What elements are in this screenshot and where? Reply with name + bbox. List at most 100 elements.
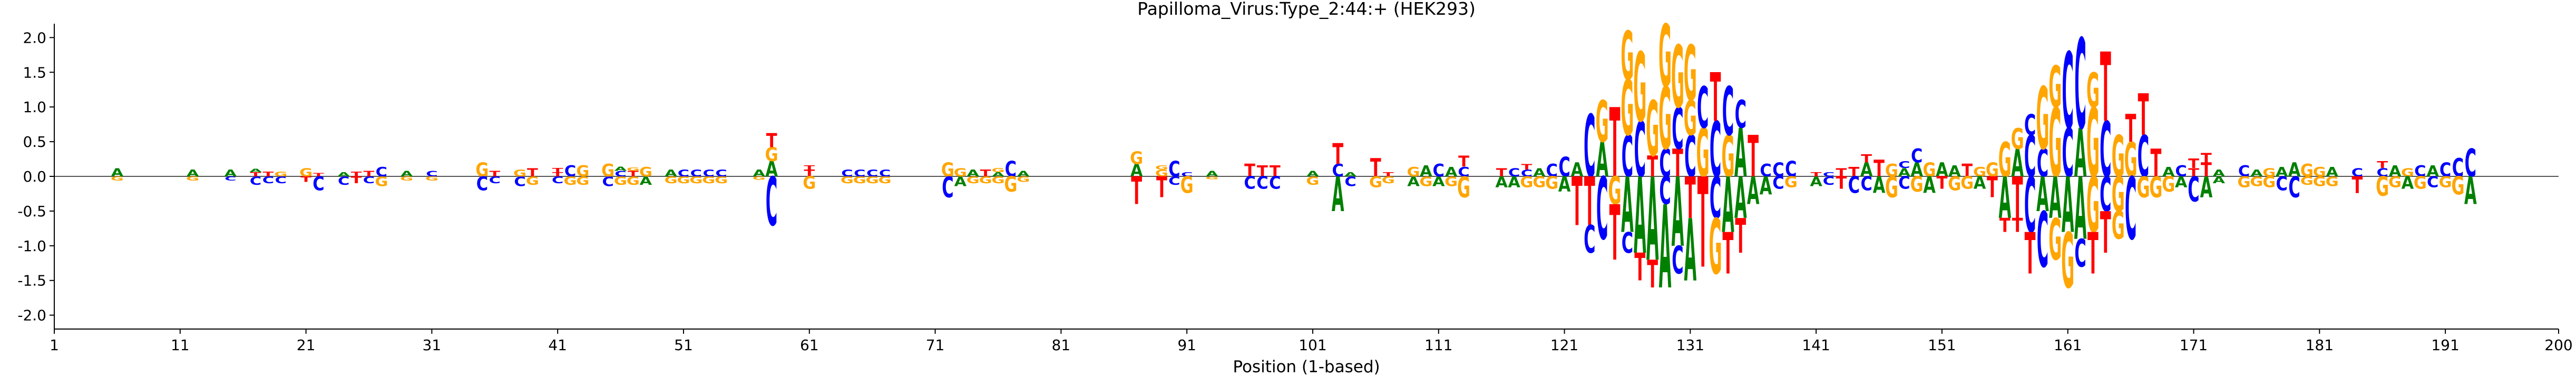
logo-glyph: G	[1998, 132, 2012, 188]
logo-glyph: G	[689, 175, 702, 186]
logo-letter-C: C	[262, 175, 274, 186]
logo-letter-C: C	[1269, 174, 1281, 193]
logo-letter-T: T	[1811, 172, 1822, 178]
logo-letter-C: C	[1823, 172, 1835, 178]
y-tick-label: 0.5	[23, 133, 46, 151]
logo-letter-G: G	[1205, 176, 1218, 180]
logo-letter-G: G	[1155, 164, 1168, 171]
logo-glyph: C	[942, 171, 953, 204]
logo-letter-G: G	[991, 167, 1004, 174]
logo-letter-T: T	[1937, 174, 1948, 193]
logo-glyph: G	[879, 175, 892, 186]
logo-glyph: C	[715, 167, 727, 178]
logo-letter-A: A	[1910, 159, 1923, 181]
logo-letter-A: A	[187, 167, 199, 178]
logo-glyph: C	[866, 167, 878, 178]
logo-letter-T: T	[804, 167, 815, 178]
logo-letter-T: T	[1244, 161, 1255, 181]
logo-glyph: T	[804, 164, 815, 171]
logo-letter-T: T	[1647, 151, 1658, 184]
logo-glyph: C	[426, 170, 437, 178]
logo-letter-G: G	[1696, 115, 1710, 192]
y-tick-label: -1.0	[17, 237, 46, 255]
logo-letter-A: A	[1533, 166, 1546, 179]
logo-glyph: A	[111, 166, 124, 179]
logo-letter-G: G	[526, 174, 539, 187]
logo-letter-G: G	[1910, 173, 1924, 197]
logo-letter-T: T	[1647, 253, 1658, 297]
logo-letter-A: A	[665, 167, 677, 178]
logo-glyph: C	[1823, 174, 1835, 187]
logo-letter-G: G	[2036, 69, 2049, 169]
logo-glyph: G	[1017, 175, 1030, 184]
logo-glyph: T	[489, 170, 501, 178]
logo-letter-C: C	[1760, 161, 1771, 181]
logo-letter-G: G	[2250, 174, 2263, 190]
logo-letter-T: T	[527, 166, 538, 179]
logo-glyph: G	[853, 175, 866, 186]
logo-glyph: T	[1710, 59, 1721, 137]
logo-glyph: A	[2212, 167, 2225, 178]
logo-letter-C: C	[602, 174, 613, 190]
x-tick-label: 61	[800, 336, 819, 354]
logo-letter-A: A	[2426, 163, 2439, 181]
logo-letter-T: T	[2100, 200, 2111, 266]
logo-letter-C: C	[1735, 94, 1746, 137]
logo-letter-A: A	[2049, 165, 2062, 232]
logo-glyph: T	[1848, 164, 1859, 180]
logo-letter-T: T	[1458, 153, 1470, 171]
logo-letter-G: G	[1306, 174, 1319, 187]
logo-letter-T: T	[1131, 170, 1142, 214]
logo-glyph: A	[2426, 163, 2439, 181]
logo-glyph: G	[1621, 64, 1634, 153]
logo-glyph: G	[1923, 159, 1936, 181]
logo-glyph: C	[2440, 159, 2451, 181]
logo-letter-G: G	[576, 163, 589, 181]
logo-letter-A: A	[1747, 170, 1760, 214]
logo-glyph: G	[274, 170, 287, 178]
logo-letter-G: G	[677, 175, 690, 186]
logo-glyph: G	[2048, 88, 2062, 200]
logo-glyph: G	[1180, 172, 1194, 198]
logo-glyph: T	[1634, 246, 1645, 290]
logo-letter-C: C	[2062, 31, 2074, 153]
logo-letter-T: T	[1370, 154, 1381, 183]
logo-letter-A: A	[2402, 174, 2414, 193]
logo-glyph: C	[2100, 106, 2111, 195]
logo-letter-G: G	[2048, 88, 2062, 200]
logo-letter-C: C	[1672, 239, 1683, 283]
logo-letter-A: A	[1898, 166, 1910, 179]
logo-letter-T: T	[2012, 165, 2023, 232]
logo-glyph: G	[1596, 88, 1609, 155]
logo-letter-T: T	[250, 172, 261, 178]
logo-glyph: A	[614, 166, 627, 172]
logo-glyph: C	[854, 167, 865, 178]
logo-letter-C: C	[2175, 163, 2187, 181]
logo-letter-G: G	[2086, 88, 2100, 200]
x-tick-label: 81	[1052, 336, 1071, 354]
logo-glyph: C	[1911, 145, 1923, 167]
logo-glyph: G	[1973, 164, 1986, 180]
logo-glyph: G	[1407, 164, 1420, 180]
logo-letter-G: G	[1533, 174, 1546, 192]
logo-glyph: A	[1722, 161, 1734, 250]
logo-letter-G: G	[1445, 174, 1458, 190]
logo-glyph: G	[2439, 174, 2452, 192]
logo-glyph: A	[1948, 163, 1961, 181]
logo-glyph: C	[1005, 157, 1017, 182]
logo-glyph: C	[1508, 166, 1520, 179]
logo-letter-G: G	[1684, 91, 1697, 146]
logo-glyph: A	[992, 172, 1004, 178]
logo-letter-G: G	[2313, 164, 2326, 180]
logo-letter-A: A	[1407, 174, 1420, 190]
logo-letter-A: A	[1734, 115, 1747, 192]
logo-glyph: C	[766, 163, 777, 241]
logo-letter-C: C	[2074, 14, 2086, 157]
logo-letter-C: C	[703, 167, 715, 178]
logo-glyph: C	[1898, 174, 1910, 193]
logo-glyph: T	[1874, 155, 1885, 182]
logo-letter-G: G	[879, 175, 892, 186]
logo-letter-A: A	[2464, 170, 2477, 214]
logo-letter-T: T	[1874, 155, 1885, 182]
logo-letter-G: G	[1784, 174, 1798, 192]
